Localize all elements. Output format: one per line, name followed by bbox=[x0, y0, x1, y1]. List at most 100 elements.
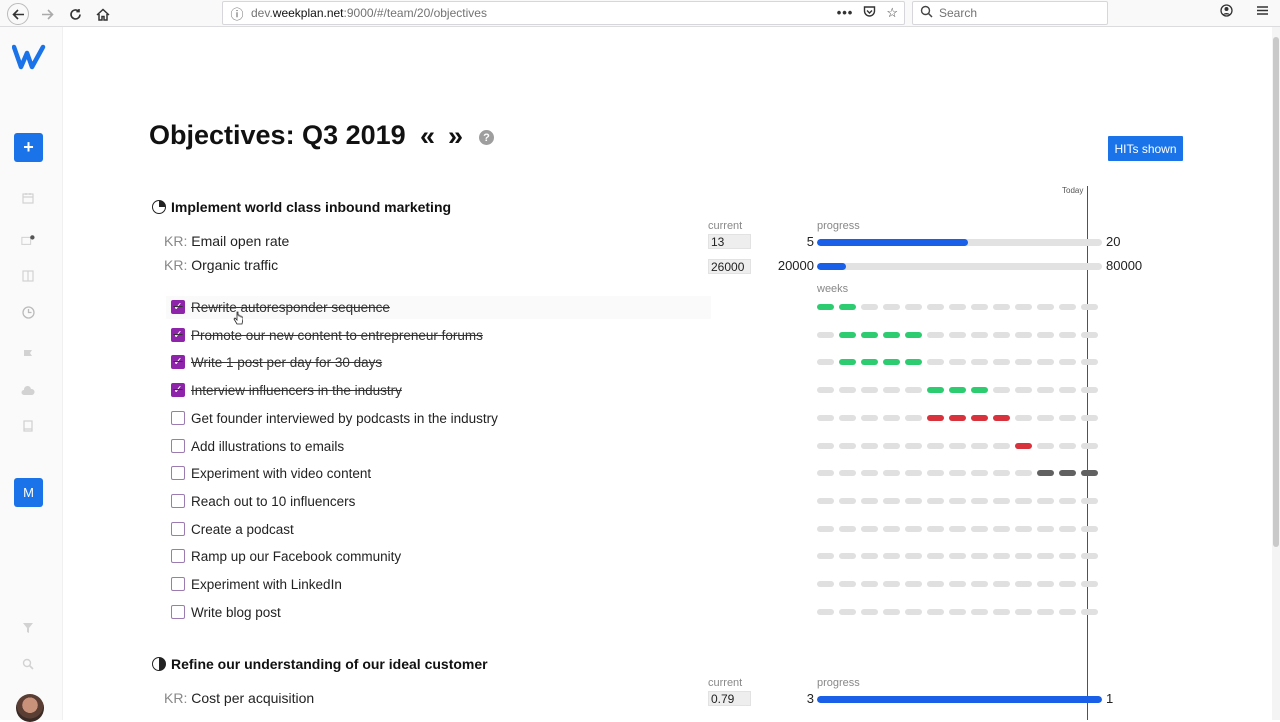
week-dash[interactable] bbox=[1059, 359, 1076, 365]
week-dash[interactable] bbox=[927, 498, 944, 504]
week-dash[interactable] bbox=[861, 553, 878, 559]
checkbox-icon[interactable] bbox=[171, 549, 185, 563]
week-dash[interactable] bbox=[905, 553, 922, 559]
week-dash[interactable] bbox=[1081, 553, 1098, 559]
week-dash[interactable] bbox=[883, 359, 900, 365]
task-label[interactable]: Promote our new content to entrepreneur … bbox=[191, 327, 483, 343]
week-dash[interactable] bbox=[905, 332, 922, 338]
week-dash[interactable] bbox=[1059, 498, 1076, 504]
week-dash[interactable] bbox=[993, 443, 1010, 449]
checkbox-icon[interactable] bbox=[171, 522, 185, 536]
week-dash[interactable] bbox=[1015, 359, 1032, 365]
week-dash[interactable] bbox=[927, 415, 944, 421]
board-icon[interactable] bbox=[21, 269, 35, 283]
week-dash[interactable] bbox=[993, 526, 1010, 532]
week-dash[interactable] bbox=[883, 443, 900, 449]
bookmark-star-icon[interactable]: ☆ bbox=[886, 5, 898, 20]
week-dash[interactable] bbox=[883, 304, 900, 310]
checkbox-checked-icon[interactable]: ✓ bbox=[171, 328, 185, 342]
hits-shown-button[interactable]: HITs shown bbox=[1108, 136, 1183, 161]
search-bar[interactable]: Search bbox=[912, 1, 1108, 25]
previous-quarter-button[interactable]: « bbox=[420, 121, 436, 151]
week-dash[interactable] bbox=[949, 470, 966, 476]
week-dash[interactable] bbox=[861, 359, 878, 365]
task-row[interactable]: Experiment with LinkedIn bbox=[171, 574, 342, 594]
week-dash[interactable] bbox=[927, 304, 944, 310]
week-dash[interactable] bbox=[905, 498, 922, 504]
week-dash[interactable] bbox=[817, 553, 834, 559]
help-icon[interactable]: ? bbox=[479, 130, 494, 145]
week-dash[interactable] bbox=[949, 304, 966, 310]
week-dash[interactable] bbox=[993, 304, 1010, 310]
week-dash[interactable] bbox=[817, 332, 834, 338]
week-dash[interactable] bbox=[883, 581, 900, 587]
week-dash[interactable] bbox=[1015, 553, 1032, 559]
week-dash[interactable] bbox=[817, 498, 834, 504]
week-dash[interactable] bbox=[1015, 498, 1032, 504]
week-dash[interactable] bbox=[1037, 526, 1054, 532]
week-dash[interactable] bbox=[1081, 581, 1098, 587]
week-dash[interactable] bbox=[927, 526, 944, 532]
week-dash[interactable] bbox=[817, 359, 834, 365]
task-row[interactable]: Reach out to 10 influencers bbox=[171, 491, 355, 511]
cloud-icon[interactable] bbox=[21, 384, 35, 398]
week-dash[interactable] bbox=[971, 470, 988, 476]
week-dash[interactable] bbox=[971, 443, 988, 449]
task-label[interactable]: Experiment with video content bbox=[191, 465, 372, 481]
checkbox-icon[interactable] bbox=[171, 411, 185, 425]
info-icon[interactable]: ⓘ bbox=[230, 6, 244, 22]
week-dash[interactable] bbox=[1015, 470, 1032, 476]
week-dash[interactable] bbox=[817, 609, 834, 615]
week-dash[interactable] bbox=[993, 415, 1010, 421]
week-dash[interactable] bbox=[993, 387, 1010, 393]
week-dash[interactable] bbox=[1081, 387, 1098, 393]
week-dash[interactable] bbox=[993, 498, 1010, 504]
book-icon[interactable] bbox=[21, 419, 35, 433]
week-dash[interactable] bbox=[971, 332, 988, 338]
week-dash[interactable] bbox=[861, 443, 878, 449]
task-row[interactable]: ✓ Promote our new content to entrepreneur… bbox=[171, 325, 483, 345]
week-dash[interactable] bbox=[817, 304, 834, 310]
week-dash[interactable] bbox=[817, 387, 834, 393]
checkbox-checked-icon[interactable]: ✓ bbox=[171, 300, 185, 314]
week-dash[interactable] bbox=[1081, 498, 1098, 504]
hamburger-menu-icon[interactable] bbox=[1256, 4, 1269, 20]
week-dash[interactable] bbox=[905, 304, 922, 310]
week-dash[interactable] bbox=[971, 553, 988, 559]
objective-title[interactable]: Implement world class inbound marketing bbox=[152, 199, 451, 215]
week-dash[interactable] bbox=[817, 415, 834, 421]
task-row[interactable]: ✓ Rewrite autoresponder sequence bbox=[171, 297, 390, 317]
week-dash[interactable] bbox=[905, 387, 922, 393]
week-dash[interactable] bbox=[993, 609, 1010, 615]
kr-current-input[interactable]: 13 bbox=[708, 234, 751, 249]
week-dash[interactable] bbox=[839, 581, 856, 587]
week-dash[interactable] bbox=[993, 581, 1010, 587]
week-dash[interactable] bbox=[1059, 553, 1076, 559]
objective-title[interactable]: Refine our understanding of our ideal cu… bbox=[152, 656, 488, 672]
week-dash[interactable] bbox=[927, 553, 944, 559]
checkbox-icon[interactable] bbox=[171, 605, 185, 619]
week-dash[interactable] bbox=[817, 581, 834, 587]
week-dash[interactable] bbox=[839, 498, 856, 504]
week-dash[interactable] bbox=[839, 609, 856, 615]
week-dash[interactable] bbox=[883, 609, 900, 615]
week-dash[interactable] bbox=[1081, 359, 1098, 365]
task-row[interactable]: Experiment with video content bbox=[171, 463, 371, 483]
week-dash[interactable] bbox=[905, 470, 922, 476]
week-dash[interactable] bbox=[927, 359, 944, 365]
week-dash[interactable] bbox=[861, 526, 878, 532]
week-dash[interactable] bbox=[927, 470, 944, 476]
search-icon[interactable] bbox=[21, 657, 35, 671]
checkbox-checked-icon[interactable]: ✓ bbox=[171, 355, 185, 369]
checkbox-icon[interactable] bbox=[171, 494, 185, 508]
week-dash[interactable] bbox=[1059, 609, 1076, 615]
key-result-row[interactable]: KR: Cost per acquisition bbox=[164, 690, 314, 706]
week-dash[interactable] bbox=[1081, 332, 1098, 338]
week-dash[interactable] bbox=[861, 415, 878, 421]
week-dash[interactable] bbox=[1059, 415, 1076, 421]
week-dash[interactable] bbox=[1037, 470, 1054, 476]
week-dash[interactable] bbox=[883, 332, 900, 338]
week-dash[interactable] bbox=[1059, 470, 1076, 476]
week-dash[interactable] bbox=[1059, 332, 1076, 338]
week-dash[interactable] bbox=[971, 387, 988, 393]
